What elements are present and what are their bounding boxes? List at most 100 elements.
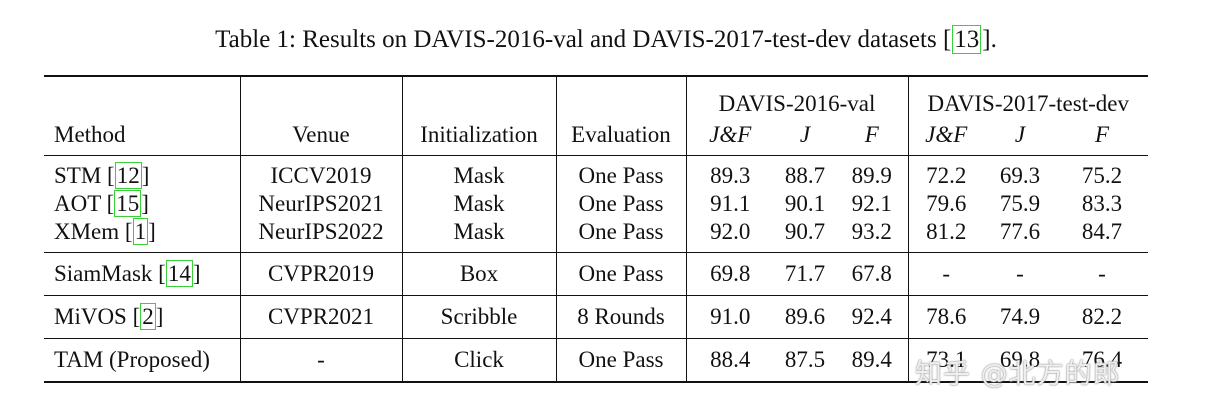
cell-2017-j: 75.9 xyxy=(999,191,1041,216)
cell-2017-j: 74.9 xyxy=(984,295,1056,339)
header-2017-f: F xyxy=(1094,122,1110,147)
cell-2017-f: 84.7 xyxy=(1081,219,1123,244)
cell-initialization: Box xyxy=(402,252,557,296)
cell-2017-f: 75.2 xyxy=(1056,155,1148,190)
table-row: SiamMask [14] CVPR2019 Box One Pass 69.8 71.7… xyxy=(44,252,1148,296)
cell-2016-f: 89.9 xyxy=(836,155,909,190)
cell-initialization: Scribble xyxy=(402,295,557,339)
cell-2016-f: 92.1 xyxy=(836,190,909,218)
table-row: XMem [1] NeurIPS2022 Mask One Pass 92.0 90.7 9… xyxy=(44,218,1148,253)
citation-link[interactable]: 12 xyxy=(114,162,142,189)
cell-venue: NeurIPS2021 xyxy=(240,190,403,218)
cell-2017-jf: 81.2 xyxy=(926,219,967,244)
cell-initialization: Mask xyxy=(402,190,557,218)
cell-method: SiamMask [14] xyxy=(44,252,241,296)
cell-venue: NeurIPS2022 xyxy=(240,218,403,253)
cell-2016-jf: 89.3 xyxy=(686,155,774,190)
citation-link[interactable]: 1 xyxy=(132,218,149,245)
cell-venue: CVPR2021 xyxy=(240,295,403,339)
method-name: AOT xyxy=(54,191,101,216)
table-row: STM [12] ICCV2019 Mask One Pass 89.3 88.7 89.9… xyxy=(44,155,1148,190)
cell-2016-jf: 91.1 xyxy=(710,191,751,216)
cell-venue: - xyxy=(240,338,403,382)
results-table-container: DAVIS-2016-val DAVIS-2017-test-dev Metho… xyxy=(44,75,1148,383)
cell-2016-j: 90.7 xyxy=(784,219,826,244)
cell-2016-f: 93.2 xyxy=(836,218,909,253)
citation-link[interactable]: 15 xyxy=(114,190,142,217)
header-row-groups: DAVIS-2016-val DAVIS-2017-test-dev xyxy=(44,76,1148,121)
header-2016-jf: J&F xyxy=(709,122,752,147)
cell-venue: ICCV2019 xyxy=(240,155,403,190)
cell-2016-jf: 91.0 xyxy=(686,295,774,339)
cell-initialization: Mask xyxy=(402,218,557,253)
table-body: STM [12] ICCV2019 Mask One Pass 89.3 88.7 89.9… xyxy=(44,155,1148,382)
caption-text: Table 1: Results on DAVIS-2016-val and D… xyxy=(215,26,943,53)
cell-2016-j: 88.7 xyxy=(774,155,836,190)
header-venue: Venue xyxy=(240,121,403,156)
header-initialization: Initialization xyxy=(402,121,557,156)
cell-2017-j: - xyxy=(984,252,1056,296)
cell-2016-j: 90.1 xyxy=(784,191,826,216)
cell-2016-jf: 88.4 xyxy=(686,338,774,382)
caption-bracket-close: ]. xyxy=(982,26,997,53)
cell-evaluation: One Pass xyxy=(556,338,687,382)
cell-method: MiVOS [2] xyxy=(44,295,241,339)
cell-initialization: Click xyxy=(402,338,557,382)
cell-2017-jf: 78.6 xyxy=(908,295,984,339)
cell-method: STM [12] xyxy=(44,155,241,190)
citation-link[interactable]: 2 xyxy=(140,303,156,330)
results-table: DAVIS-2016-val DAVIS-2017-test-dev Metho… xyxy=(44,75,1148,383)
citation-link[interactable]: 14 xyxy=(165,260,193,287)
cell-method: AOT [15] xyxy=(44,190,241,218)
method-name: STM xyxy=(54,163,102,188)
cell-2016-j: 89.6 xyxy=(774,295,836,339)
cell-2017-j: 69.8 xyxy=(984,338,1056,382)
header-2017-j: J xyxy=(1014,122,1026,147)
cell-method: XMem [1] xyxy=(44,218,241,253)
table-caption: Table 1: Results on DAVIS-2016-val and D… xyxy=(0,24,1212,56)
cell-2016-f: 67.8 xyxy=(836,252,909,296)
cell-2016-j: 71.7 xyxy=(774,252,836,296)
cell-venue: CVPR2019 xyxy=(240,252,403,296)
cell-2017-f: 82.2 xyxy=(1056,295,1148,339)
cell-method: TAM (Proposed) xyxy=(44,338,241,382)
cell-evaluation: One Pass xyxy=(556,190,687,218)
cell-2017-jf: 79.6 xyxy=(926,191,967,216)
cell-2016-f: 92.4 xyxy=(836,295,909,339)
cell-evaluation: 8 Rounds xyxy=(556,295,687,339)
table-row: MiVOS [2] CVPR2021 Scribble 8 Rounds 91.0 89.… xyxy=(44,295,1148,339)
cell-evaluation: One Pass xyxy=(556,218,687,253)
method-name: TAM (Proposed) xyxy=(54,347,210,372)
cell-2016-jf: 92.0 xyxy=(710,219,751,244)
cell-evaluation: One Pass xyxy=(556,155,687,190)
cell-2016-f: 89.4 xyxy=(836,338,909,382)
watermark-text: 知乎 @北方的郎 xyxy=(915,359,1121,390)
cell-2017-jf: - xyxy=(908,252,984,296)
cell-2017-f: 76.4 xyxy=(1056,338,1148,382)
caption-citation-link[interactable]: 13 xyxy=(952,25,982,54)
cell-2017-f: 83.3 xyxy=(1081,191,1123,216)
header-2017-jf: J&F xyxy=(925,122,968,147)
header-row-columns: Method Venue Initialization Evaluation J… xyxy=(44,121,1148,156)
method-name: MiVOS xyxy=(54,304,127,329)
header-2016-f: F xyxy=(836,121,909,156)
table-row: AOT [15] NeurIPS2021 Mask One Pass 91.1 90.1 9… xyxy=(44,190,1148,218)
cell-2017-jf: 73.1 xyxy=(908,338,984,382)
method-name: SiamMask xyxy=(54,261,153,286)
group-header-davis-2017: DAVIS-2017-test-dev xyxy=(927,91,1129,116)
table-row: TAM (Proposed) - Click One Pass 88.4 87.5 89.4… xyxy=(44,338,1148,382)
header-evaluation: Evaluation xyxy=(556,121,687,156)
cell-2017-f: - xyxy=(1056,252,1148,296)
group-header-davis-2016: DAVIS-2016-val xyxy=(686,76,909,121)
cell-2017-j: 69.3 xyxy=(984,155,1056,190)
header-2016-j: J xyxy=(799,122,811,147)
cell-2017-jf: 72.2 xyxy=(908,155,984,190)
cell-initialization: Mask xyxy=(402,155,557,190)
cell-evaluation: One Pass xyxy=(556,252,687,296)
method-name: XMem xyxy=(54,219,120,244)
cell-2017-j: 77.6 xyxy=(999,219,1041,244)
cell-2016-j: 87.5 xyxy=(774,338,836,382)
caption-bracket-open: [ xyxy=(942,26,952,53)
header-method: Method xyxy=(44,121,241,156)
cell-2016-jf: 69.8 xyxy=(686,252,774,296)
